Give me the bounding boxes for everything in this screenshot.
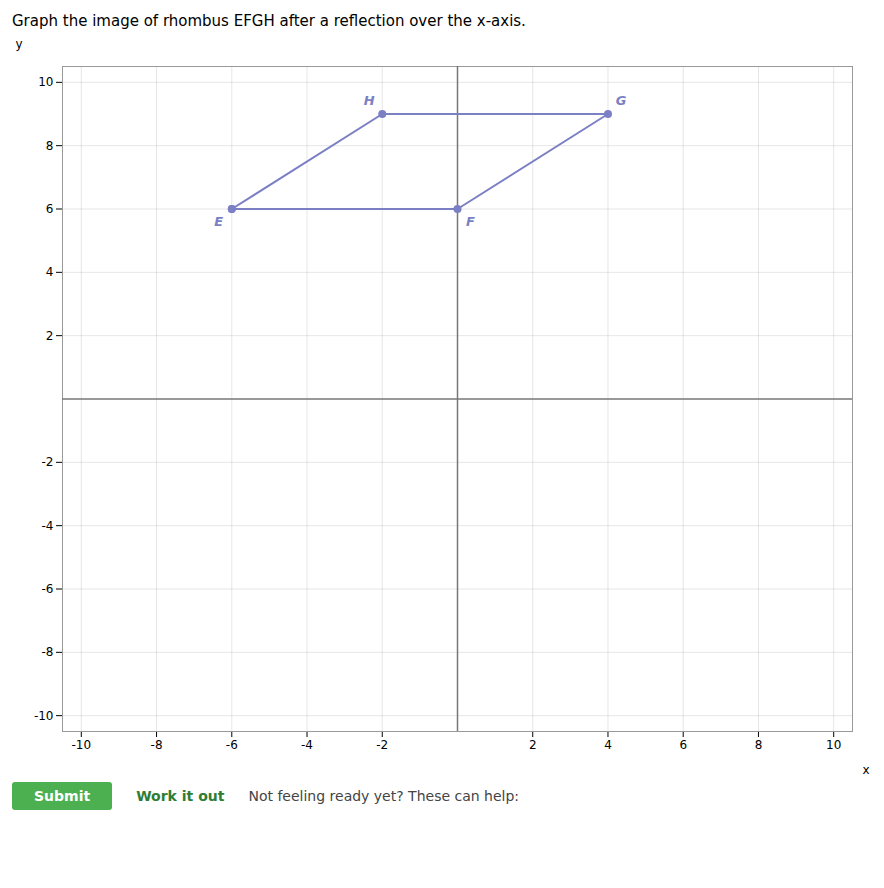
svg-text:-10: -10 (72, 738, 92, 752)
svg-text:10: 10 (38, 75, 53, 89)
html-text:Graph the image of rhombus EFG: Graph the image of rhombus EFGH after a … (12, 12, 526, 30)
svg-text:F: F (466, 214, 475, 229)
svg-text:-4: -4 (42, 519, 54, 533)
svg-text:E: E (214, 214, 223, 229)
svg-text:6: 6 (46, 202, 54, 216)
svg-text:2: 2 (529, 738, 537, 752)
svg-text:-2: -2 (42, 455, 54, 469)
html-text:Not feeling ready yet? These c: Not feeling ready yet? These can help: (248, 788, 520, 804)
svg-text:8: 8 (46, 139, 54, 153)
svg-text:4: 4 (604, 738, 612, 752)
svg-text:x: x (862, 763, 869, 777)
svg-text:y: y (16, 37, 23, 51)
svg-text:H: H (364, 93, 375, 108)
svg-text:10: 10 (826, 738, 841, 752)
svg-text:4: 4 (46, 265, 54, 279)
svg-text:-6: -6 (226, 738, 238, 752)
svg-text:2: 2 (46, 329, 54, 343)
svg-text:G: G (616, 93, 627, 108)
html-text:Submit: Submit (34, 788, 91, 804)
svg-text:-8: -8 (42, 645, 54, 659)
svg-text:6: 6 (679, 738, 687, 752)
svg-text:-6: -6 (42, 582, 54, 596)
svg-text:8: 8 (755, 738, 763, 752)
svg-text:-4: -4 (301, 738, 313, 752)
svg-text:-8: -8 (151, 738, 163, 752)
html-text:Work it out: Work it out (136, 788, 225, 804)
svg-text:-2: -2 (376, 738, 388, 752)
svg-text:-10: -10 (34, 709, 54, 723)
